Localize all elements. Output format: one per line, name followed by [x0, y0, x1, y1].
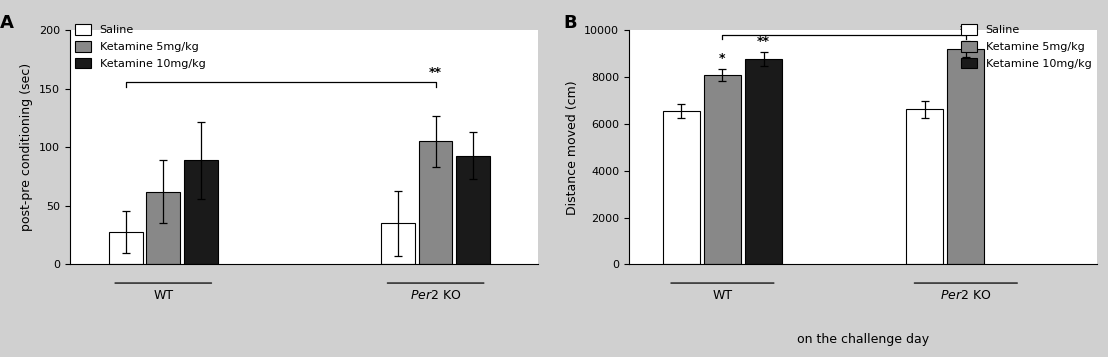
Bar: [456, 156, 490, 264]
Bar: [947, 49, 984, 264]
Bar: [906, 110, 943, 264]
Bar: [109, 232, 143, 264]
Y-axis label: post-pre conditioning (sec): post-pre conditioning (sec): [20, 63, 33, 231]
Text: *: *: [719, 52, 726, 65]
Bar: [419, 141, 452, 264]
Bar: [745, 59, 782, 264]
Bar: [663, 111, 700, 264]
Text: **: **: [429, 66, 442, 80]
Y-axis label: Distance moved (cm): Distance moved (cm): [565, 80, 578, 215]
X-axis label: on the challenge day: on the challenge day: [797, 333, 929, 346]
Text: B: B: [563, 14, 577, 32]
Bar: [704, 75, 741, 264]
Text: **: **: [757, 35, 770, 48]
Bar: [146, 192, 181, 264]
Legend: Saline, Ketamine 5mg/kg, Ketamine 10mg/kg: Saline, Ketamine 5mg/kg, Ketamine 10mg/k…: [961, 24, 1091, 69]
Legend: Saline, Ketamine 5mg/kg, Ketamine 10mg/kg: Saline, Ketamine 5mg/kg, Ketamine 10mg/k…: [75, 24, 205, 69]
Text: **: **: [960, 24, 973, 37]
Bar: [184, 160, 217, 264]
Bar: [381, 223, 416, 264]
Text: A: A: [0, 14, 13, 32]
